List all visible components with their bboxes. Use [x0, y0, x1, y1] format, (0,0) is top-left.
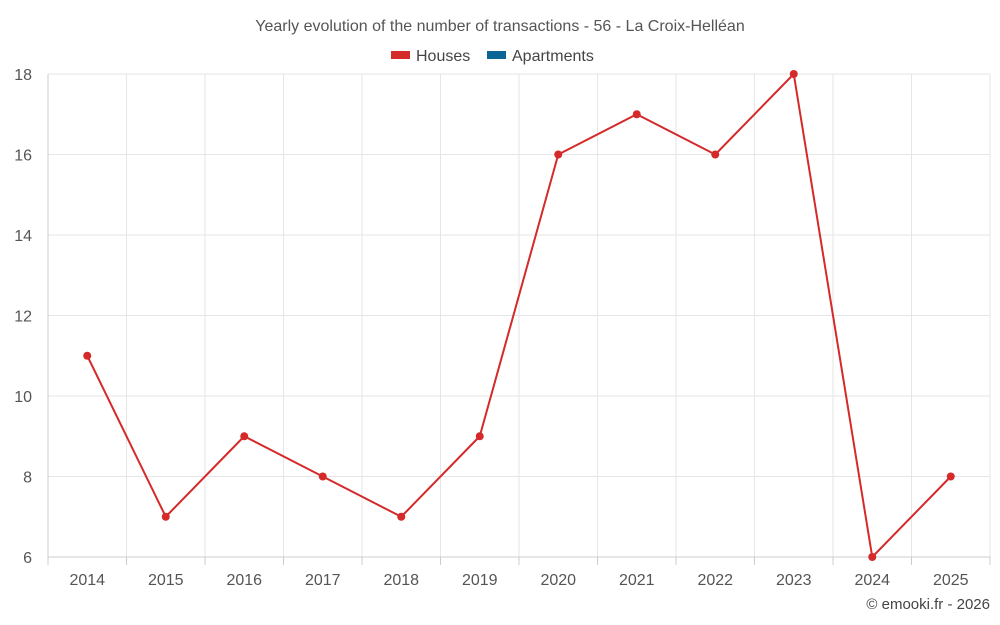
- data-point-houses[interactable]: [318, 472, 327, 481]
- legend-label-apartments: Apartments: [512, 48, 594, 65]
- x-tick-label: 2017: [305, 572, 341, 589]
- x-tick-label: 2015: [148, 572, 184, 589]
- legend-item-apartments[interactable]: Apartments: [487, 48, 594, 65]
- data-point-houses[interactable]: [711, 150, 720, 159]
- series-houses: [83, 70, 955, 561]
- y-tick-label: 14: [14, 228, 32, 245]
- data-point-houses[interactable]: [83, 351, 92, 360]
- axes: [47, 74, 991, 565]
- x-tick-label: 2020: [540, 572, 576, 589]
- chart-title: Yearly evolution of the number of transa…: [255, 18, 744, 35]
- data-point-houses[interactable]: [475, 432, 484, 441]
- data-point-houses[interactable]: [554, 150, 563, 159]
- data-point-houses[interactable]: [789, 70, 798, 78]
- x-tick-label: 2019: [462, 572, 498, 589]
- y-tick-label: 8: [23, 470, 32, 487]
- x-tick-label: 2025: [933, 572, 969, 589]
- data-point-houses[interactable]: [868, 553, 877, 561]
- data-point-houses[interactable]: [397, 512, 406, 521]
- legend-swatch-houses: [391, 51, 410, 59]
- y-tick-label: 16: [14, 148, 32, 165]
- x-tick-label: 2018: [383, 572, 419, 589]
- data-point-houses[interactable]: [240, 432, 249, 441]
- data-point-houses[interactable]: [946, 472, 955, 481]
- x-tick-label: 2021: [619, 572, 655, 589]
- grid: [47, 73, 991, 558]
- legend: Houses Apartments: [391, 48, 594, 65]
- y-tick-label: 12: [14, 309, 32, 326]
- footer-credit: © emooki.fr - 2026: [866, 596, 990, 613]
- series-line-houses: [86, 73, 952, 558]
- y-tick-label: 18: [14, 67, 32, 84]
- legend-label-houses: Houses: [416, 48, 470, 65]
- y-tick-label: 10: [14, 389, 32, 406]
- x-axis-ticks: 2014 2015 2016 2017 2018 2019 2020 2021 2022 2023…: [69, 572, 968, 589]
- x-tick-label: 2014: [69, 572, 105, 589]
- y-axis-ticks: 6 8 10 12 14 16 18: [14, 67, 32, 567]
- legend-item-houses[interactable]: Houses: [391, 48, 470, 65]
- data-point-houses[interactable]: [161, 512, 170, 521]
- x-tick-label: 2022: [697, 572, 733, 589]
- x-tick-label: 2016: [226, 572, 262, 589]
- legend-swatch-apartments: [487, 51, 506, 59]
- data-point-houses[interactable]: [632, 110, 641, 119]
- x-tick-label: 2024: [854, 572, 890, 589]
- x-tick-label: 2023: [776, 572, 812, 589]
- y-tick-label: 6: [23, 550, 32, 567]
